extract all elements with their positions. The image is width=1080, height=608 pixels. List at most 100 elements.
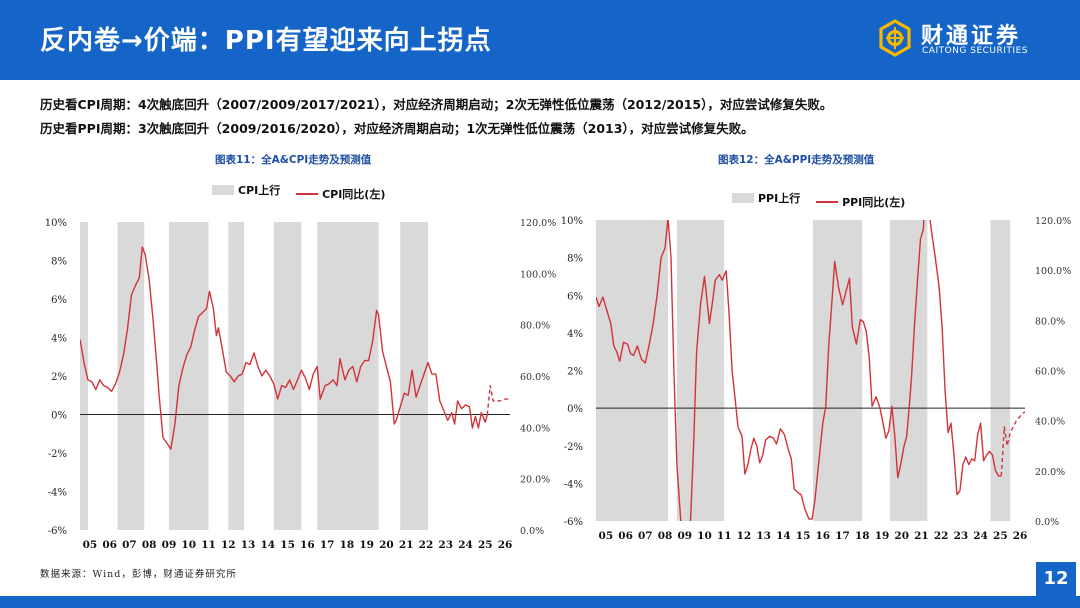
x-tick-label: 06	[102, 539, 117, 551]
band-1	[676, 220, 725, 521]
x-tick-label: 26	[498, 539, 513, 551]
band-3	[228, 222, 245, 530]
x-tick-label: 14	[261, 539, 276, 551]
y-tick-left: -2%	[564, 442, 583, 453]
x-tick-label: 11	[201, 539, 216, 551]
x-tick-label: 21	[914, 530, 929, 542]
y-tick-left: 8%	[567, 254, 583, 265]
band-4	[273, 222, 302, 530]
y-tick-left: 0%	[51, 411, 67, 422]
y-tick-left: 4%	[567, 329, 583, 340]
y-tick-right: 0.0%	[1035, 517, 1059, 528]
legend-band-label: CPI上行	[238, 184, 281, 197]
band-4	[990, 220, 1011, 521]
y-tick-right: 100.0%	[520, 269, 556, 280]
y-tick-right: 40.0%	[1035, 417, 1065, 428]
logo-subtitle: CAITONG SECURITIES	[922, 46, 1028, 56]
legend-line-label: CPI同比(左)	[322, 188, 386, 201]
series-line-1	[1000, 411, 1025, 476]
chart-title-cpi: 图表11：全A&CPI走势及预测值	[215, 154, 372, 166]
x-tick-label: 16	[816, 530, 831, 542]
summary-line-ppi: 历史看PPI周期：3次触底回升（2009/2016/2020），对应经济周期启动…	[40, 121, 754, 136]
x-tick-label: 06	[618, 530, 633, 542]
x-tick-label: 16	[300, 539, 315, 551]
series-line-1	[486, 384, 510, 415]
band-2	[168, 222, 209, 530]
x-tick-label: 20	[894, 530, 909, 542]
y-tick-left: 0%	[567, 404, 583, 415]
data-source: 数据来源：Wind，彭博，财通证券研究所	[40, 569, 237, 580]
y-tick-left: -2%	[48, 449, 67, 460]
band-1	[117, 222, 145, 530]
x-tick-label: 21	[399, 539, 414, 551]
x-tick-label: 08	[142, 539, 157, 551]
band-0	[596, 220, 668, 521]
y-tick-right: 100.0%	[1035, 266, 1071, 277]
x-tick-label: 12	[737, 530, 752, 542]
x-tick-label: 18	[340, 539, 355, 551]
page-number: 12	[1036, 562, 1076, 596]
x-tick-label: 15	[280, 539, 295, 551]
x-tick-label: 13	[756, 530, 771, 542]
y-tick-right: 120.0%	[520, 218, 556, 229]
y-tick-right: 60.0%	[1035, 367, 1065, 378]
x-tick-label: 19	[875, 530, 890, 542]
logo: 财通证券 CAITONG SECURITIES	[875, 16, 1055, 62]
x-tick-label: 25	[993, 530, 1008, 542]
footer-bar	[0, 596, 1080, 608]
y-tick-left: -4%	[48, 488, 67, 499]
page-title: 反内卷→价端：PPI有望迎来向上拐点	[40, 26, 492, 56]
y-tick-left: -4%	[564, 479, 583, 490]
chart-title-ppi: 图表12：全A&PPI走势及预测值	[718, 154, 875, 166]
x-tick-label: 24	[973, 530, 988, 542]
x-tick-label: 11	[717, 530, 732, 542]
x-tick-label: 24	[458, 539, 473, 551]
legend-cpi: CPI上行 CPI同比(左)	[212, 182, 397, 201]
legend-band-item: CPI上行	[212, 182, 280, 198]
legend-band-swatch	[732, 193, 754, 203]
y-tick-left: -6%	[48, 526, 67, 537]
x-tick-label: 18	[855, 530, 870, 542]
y-tick-right: 60.0%	[520, 372, 550, 383]
y-tick-left: 10%	[561, 216, 583, 227]
x-tick-label: 20	[379, 539, 394, 551]
x-tick-label: 22	[934, 530, 949, 542]
y-tick-right: 40.0%	[520, 423, 550, 434]
x-tick-label: 10	[181, 539, 196, 551]
x-tick-label: 26	[1013, 530, 1028, 542]
series-line-0	[80, 246, 488, 450]
header-bar: 反内卷→价端：PPI有望迎来向上拐点 财通证券 CAITONG SECURITI…	[0, 0, 1080, 80]
legend-line-item: PPI同比(左)	[816, 194, 905, 210]
x-tick-label: 07	[122, 539, 137, 551]
band-5	[317, 222, 379, 530]
y-tick-left: 2%	[567, 367, 583, 378]
y-tick-right: 120.0%	[1035, 216, 1071, 227]
y-tick-right: 20.0%	[520, 475, 550, 486]
y-tick-left: 8%	[51, 257, 67, 268]
x-tick-label: 19	[359, 539, 374, 551]
x-tick-label: 22	[419, 539, 434, 551]
x-tick-label: 09	[677, 530, 692, 542]
x-tick-label: 05	[83, 539, 98, 551]
x-tick-label: 14	[776, 530, 791, 542]
x-tick-label: 23	[954, 530, 969, 542]
y-tick-right: 0.0%	[520, 526, 544, 537]
x-tick-label: 13	[241, 539, 256, 551]
logo-name: 财通证券	[921, 24, 1022, 49]
y-tick-right: 80.0%	[1035, 316, 1065, 327]
x-tick-label: 23	[438, 539, 453, 551]
y-tick-left: -6%	[564, 517, 583, 528]
legend-ppi: PPI上行 PPI同比(左)	[732, 190, 917, 209]
x-tick-label: 15	[796, 530, 811, 542]
x-tick-label: 25	[478, 539, 493, 551]
x-tick-label: 08	[658, 530, 673, 542]
legend-line-swatch	[296, 193, 319, 195]
legend-line-label: PPI同比(左)	[842, 196, 906, 209]
caitong-logo-icon	[879, 19, 911, 57]
legend-line-item: CPI同比(左)	[296, 186, 385, 202]
y-tick-right: 20.0%	[1035, 467, 1065, 478]
x-tick-label: 17	[320, 539, 335, 551]
x-tick-label: 07	[638, 530, 653, 542]
y-tick-left: 6%	[567, 291, 583, 302]
